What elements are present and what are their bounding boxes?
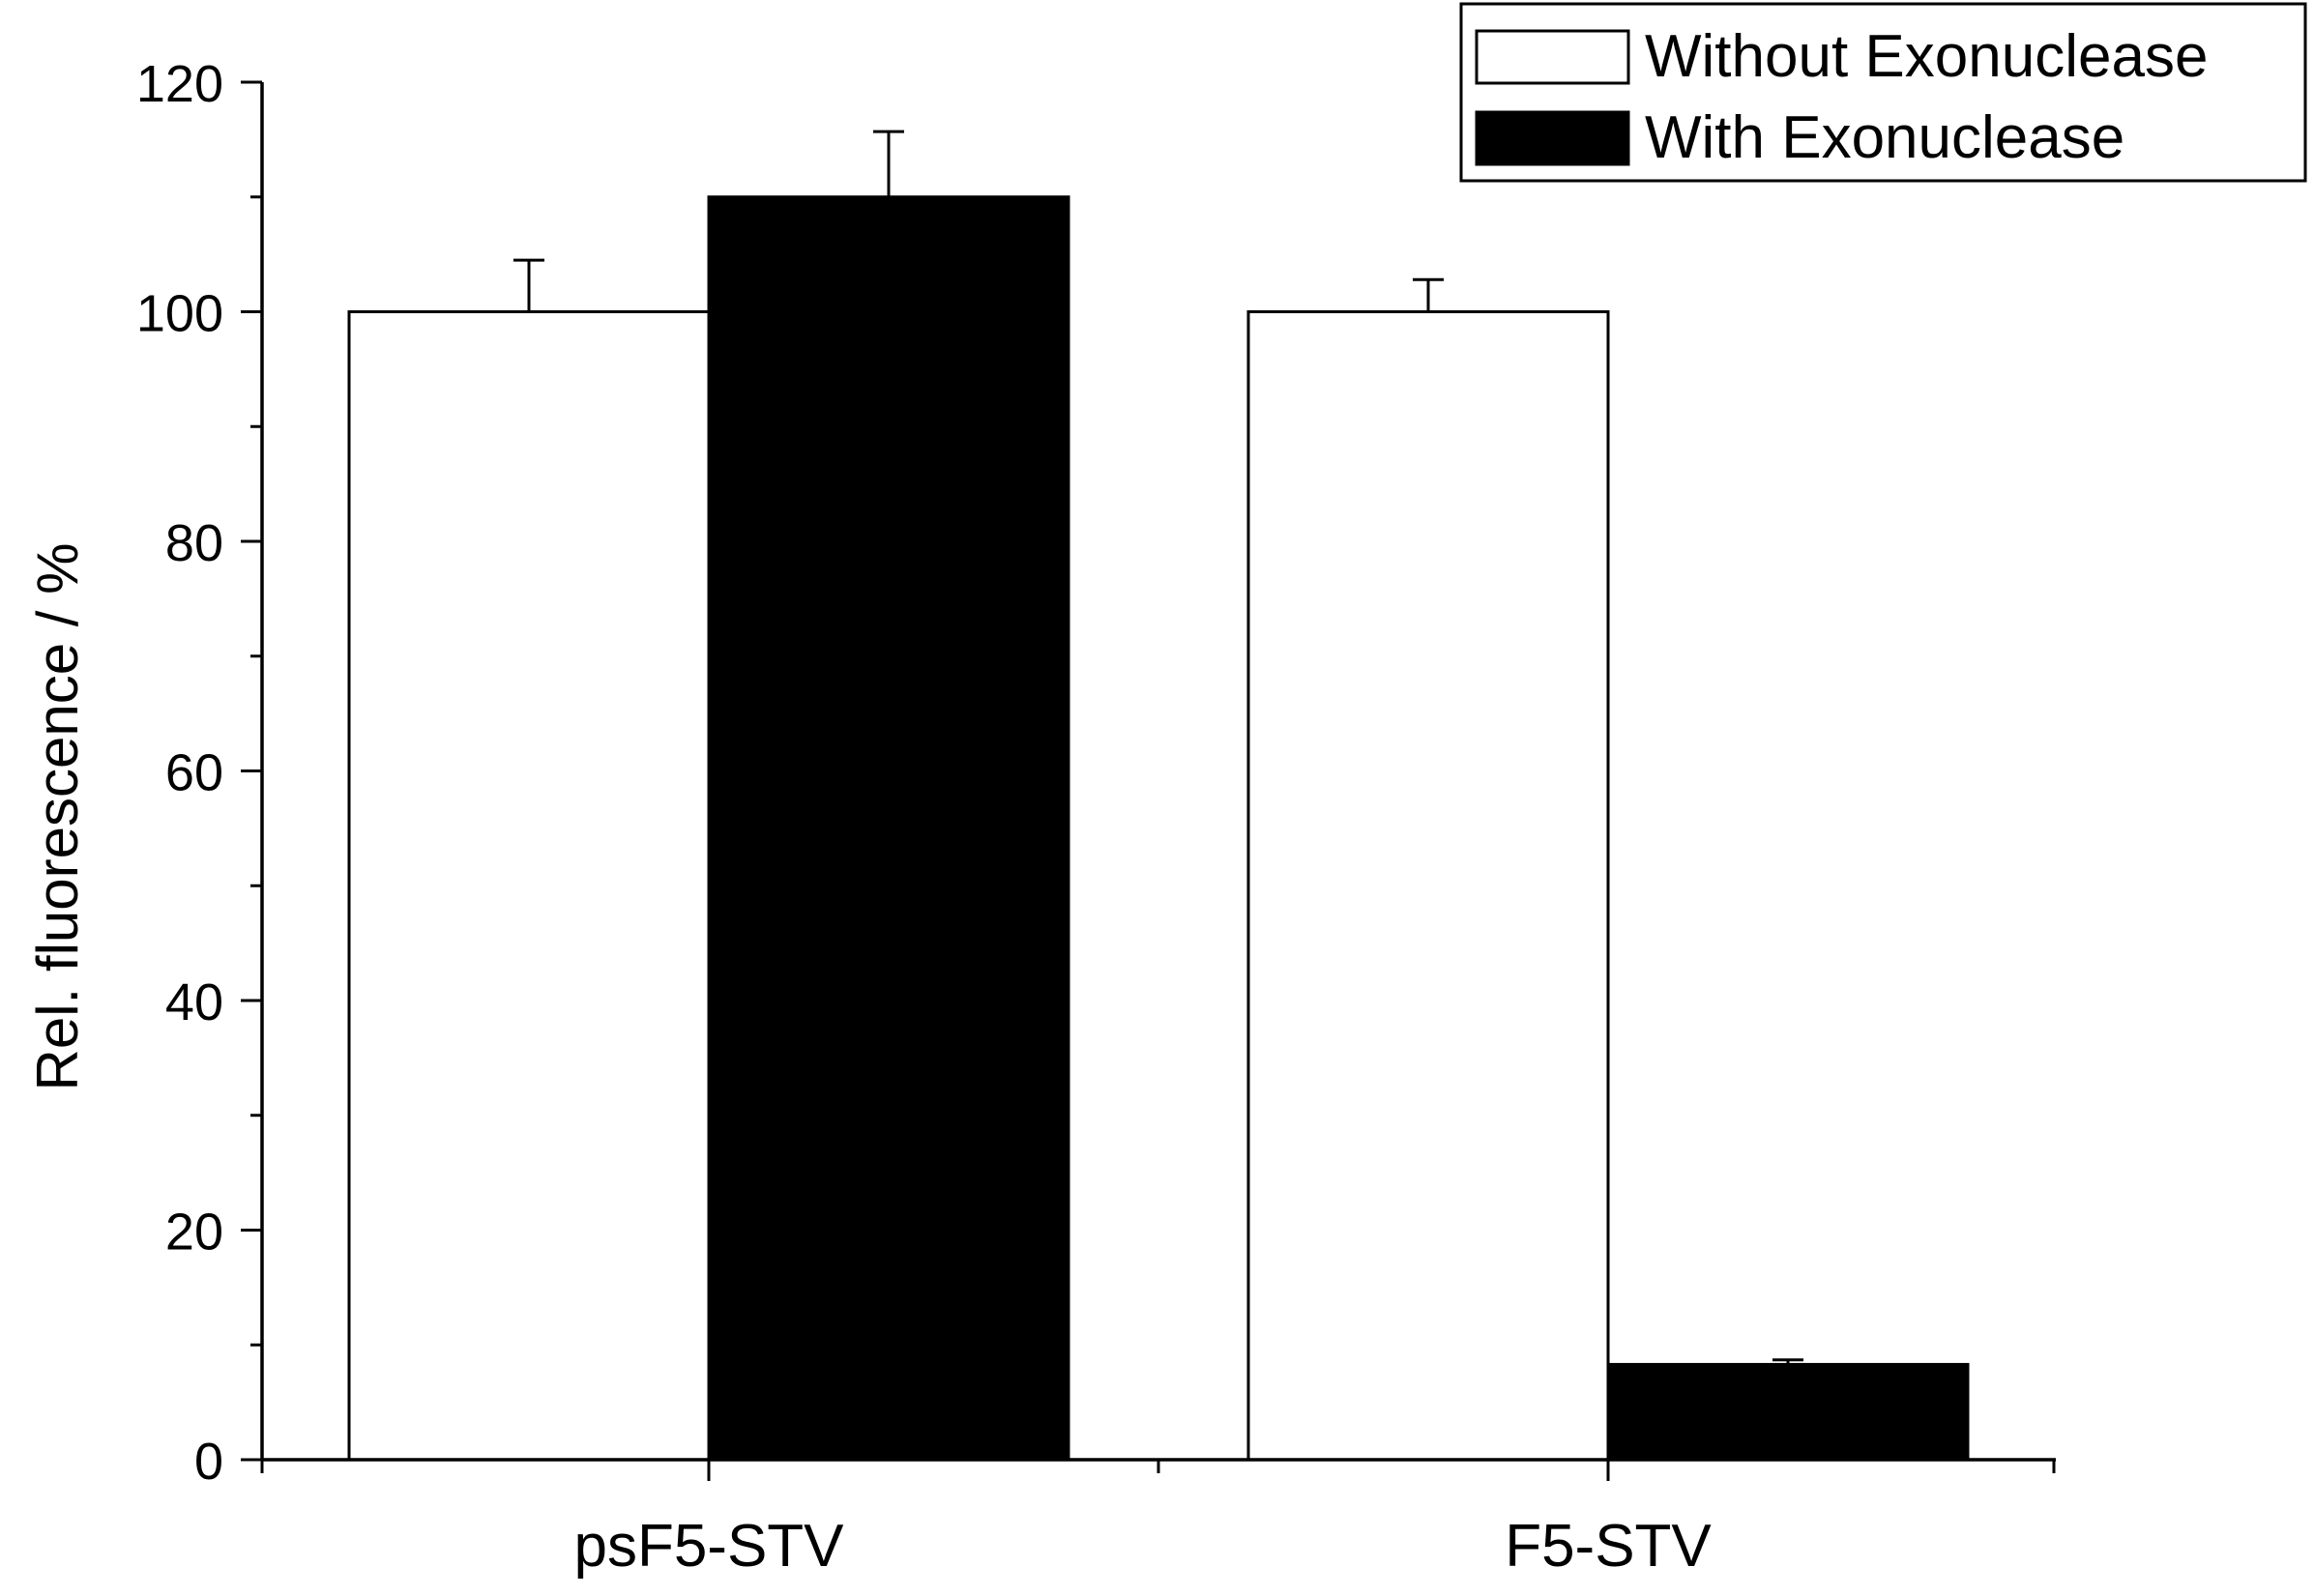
legend: Without Exonuclease With Exonuclease [1459, 2, 2307, 183]
legend-label-without: Without Exonuclease [1645, 23, 2208, 90]
legend-swatch-without [1475, 29, 1630, 85]
y-tick-label: 120 [136, 55, 223, 113]
y-tick-label: 60 [165, 744, 223, 802]
y-tick-label: 0 [194, 1433, 223, 1491]
bar-with-1 [707, 195, 1070, 1462]
error-bars-layer [513, 130, 1803, 1365]
legend-label-with: With Exonuclease [1645, 104, 2124, 171]
y-axis-label: Rel. fluorescence / % [25, 543, 90, 1091]
y-tick-label: 40 [165, 973, 223, 1031]
bar-without-2 [1246, 310, 1610, 1462]
x-tick-label: psF5-STV [573, 1513, 844, 1580]
y-tick-label: 100 [136, 285, 223, 343]
bar-with-2 [1606, 1362, 1970, 1462]
legend-swatch-with [1475, 110, 1630, 166]
y-tick-label: 80 [165, 514, 223, 572]
axes-layer: 0 20 40 60 80 100 120 psF5-STV F5-STV [136, 55, 2056, 1580]
bar-without-1 [347, 310, 711, 1462]
y-tick-label: 20 [165, 1204, 223, 1262]
bars-layer [347, 195, 1970, 1462]
x-tick-label: F5-STV [1505, 1513, 1712, 1580]
